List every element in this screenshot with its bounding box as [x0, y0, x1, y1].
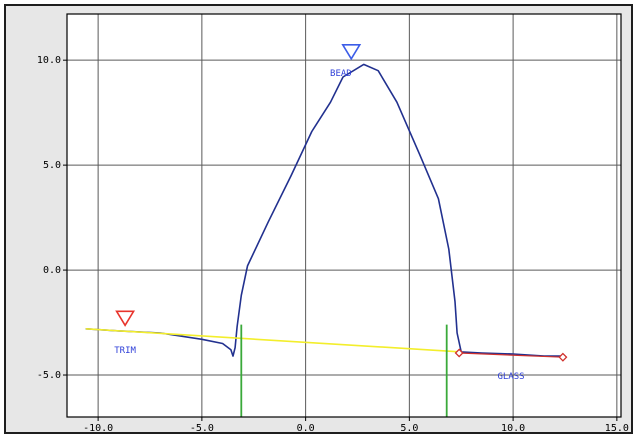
x-tick-label: -5.0	[190, 423, 214, 434]
trim-label: TRIM	[114, 346, 136, 356]
y-tick-label: 5.0	[43, 160, 61, 171]
glass-label: GLASS	[497, 372, 524, 382]
glass-line	[459, 352, 563, 358]
annotation-layer: TRIM BEAD GLASS	[114, 69, 524, 382]
grid	[67, 14, 621, 417]
bead-marker	[341, 43, 362, 61]
glass-end-marker	[558, 352, 568, 362]
y-tick-label: 10.0	[37, 55, 61, 66]
marker-layer	[115, 43, 568, 362]
profile-line	[85, 63, 565, 357]
x-tick-label: 15.0	[605, 423, 629, 434]
plot-area	[67, 14, 621, 417]
glass-start-marker	[454, 348, 464, 358]
reference-line	[85, 328, 462, 353]
series-layer	[85, 63, 565, 417]
bead-label: BEAD	[330, 69, 352, 79]
x-tick-label: 5.0	[400, 423, 418, 434]
y-tick-label: 0.0	[43, 265, 61, 276]
plot-border	[66, 13, 622, 418]
x-tick-label: 10.0	[501, 423, 525, 434]
trim-marker	[115, 310, 136, 327]
y-tick-label: -5.0	[37, 370, 61, 381]
y-axis: -5.0 0.0 5.0 10.0	[37, 55, 67, 381]
x-tick-label: 0.0	[297, 423, 315, 434]
x-tick-label: -10.0	[83, 423, 113, 434]
x-axis: -10.0 -5.0 0.0 5.0 10.0 15.0	[83, 417, 629, 434]
